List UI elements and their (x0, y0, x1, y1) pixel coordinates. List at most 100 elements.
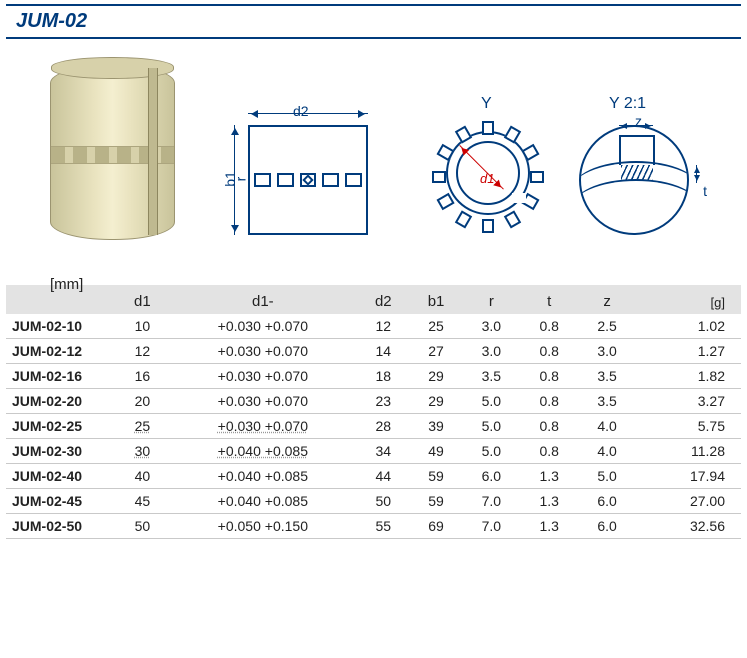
col-d1: d1 (116, 285, 169, 314)
cell-b1: 27 (410, 339, 463, 364)
cell-d1: 40 (116, 464, 169, 489)
cell-z: 4.0 (578, 414, 636, 439)
drawing-side-view: d2 b1 r (208, 85, 408, 265)
cell-d1: 45 (116, 489, 169, 514)
cell-weight: 17.94 (636, 464, 741, 489)
cell-d2: 18 (357, 364, 410, 389)
page-title: JUM-02 (16, 10, 731, 33)
cell-tol: +0.030 +0.070 (169, 314, 357, 339)
col-weight: [g] (636, 285, 741, 314)
cell-d1: 50 (116, 514, 169, 539)
cog-slit (512, 193, 526, 203)
cell-d1: 12 (116, 339, 169, 364)
product-render: [mm] (40, 55, 190, 265)
cell-weight: 1.82 (636, 364, 741, 389)
cell-z: 4.0 (578, 439, 636, 464)
table-row: JUM-02-5050+0.050 +0.15055697.01.36.032.… (6, 514, 741, 539)
cell-partno: JUM-02-50 (6, 514, 116, 539)
cell-t: 0.8 (520, 414, 578, 439)
table-row: JUM-02-1010+0.030 +0.07012253.00.82.51.0… (6, 314, 741, 339)
table-row: JUM-02-4040+0.040 +0.08544596.01.35.017.… (6, 464, 741, 489)
dim-d2-label: d2 (293, 103, 309, 119)
cell-weight: 3.27 (636, 389, 741, 414)
cell-b1: 49 (410, 439, 463, 464)
cell-d1: 16 (116, 364, 169, 389)
drawing-detail-view: Y 2:1 z t (569, 95, 709, 265)
cell-r: 5.0 (462, 439, 520, 464)
cell-t: 1.3 (520, 464, 578, 489)
title-bar: JUM-02 (6, 4, 741, 39)
cell-r: 3.5 (462, 364, 520, 389)
figure-row: [mm] d2 b1 r Y d1 Y 2:1 z (0, 49, 747, 271)
table-body: JUM-02-1010+0.030 +0.07012253.00.82.51.0… (6, 314, 741, 539)
cell-partno: JUM-02-20 (6, 389, 116, 414)
cell-b1: 25 (410, 314, 463, 339)
cell-b1: 59 (410, 464, 463, 489)
dim-d1-label: d1 (480, 171, 494, 186)
cell-d2: 55 (357, 514, 410, 539)
table-row: JUM-02-4545+0.040 +0.08550597.01.36.027.… (6, 489, 741, 514)
cell-tol: +0.030 +0.070 (169, 339, 357, 364)
cell-weight: 11.28 (636, 439, 741, 464)
section-Y-label: Y (481, 95, 492, 113)
cell-weight: 5.75 (636, 414, 741, 439)
cell-d1: 10 (116, 314, 169, 339)
cell-weight: 27.00 (636, 489, 741, 514)
cell-z: 3.0 (578, 339, 636, 364)
cell-z: 5.0 (578, 464, 636, 489)
dim-r-label: r (232, 177, 248, 182)
cell-weight: 1.02 (636, 314, 741, 339)
cell-r: 7.0 (462, 489, 520, 514)
cell-tol: +0.030 +0.070 (169, 389, 357, 414)
cell-b1: 69 (410, 514, 463, 539)
cell-weight: 1.27 (636, 339, 741, 364)
detail-arc-inner (579, 179, 689, 235)
cell-b1: 29 (410, 364, 463, 389)
table-row: JUM-02-1212+0.030 +0.07014273.00.83.01.2… (6, 339, 741, 364)
cell-r: 5.0 (462, 389, 520, 414)
cell-tol: +0.050 +0.150 (169, 514, 357, 539)
col-t: t (520, 285, 578, 314)
cell-partno: JUM-02-45 (6, 489, 116, 514)
cell-t: 0.8 (520, 364, 578, 389)
cell-d2: 12 (357, 314, 410, 339)
cell-d2: 14 (357, 339, 410, 364)
cell-d1: 20 (116, 389, 169, 414)
cell-tol: +0.030 +0.070 (169, 414, 357, 439)
cell-b1: 59 (410, 489, 463, 514)
drawing-top-view: Y d1 (426, 95, 551, 265)
detail-scale-label: Y 2:1 (609, 95, 646, 113)
cell-partno: JUM-02-12 (6, 339, 116, 364)
table-header: d1 d1- d2 b1 r t z [g] (6, 285, 741, 314)
table-row: JUM-02-2020+0.030 +0.07023295.00.83.53.2… (6, 389, 741, 414)
cell-t: 1.3 (520, 489, 578, 514)
cell-d2: 50 (357, 489, 410, 514)
cell-d1: 30 (116, 439, 169, 464)
cell-t: 1.3 (520, 514, 578, 539)
cell-partno: JUM-02-10 (6, 314, 116, 339)
cell-d2: 28 (357, 414, 410, 439)
unit-label: [mm] (50, 276, 83, 293)
cell-partno: JUM-02-25 (6, 414, 116, 439)
cell-z: 6.0 (578, 489, 636, 514)
spec-table: d1 d1- d2 b1 r t z [g] JUM-02-1010+0.030… (6, 285, 741, 539)
cell-partno: JUM-02-40 (6, 464, 116, 489)
cell-tol: +0.040 +0.085 (169, 439, 357, 464)
cell-r: 3.0 (462, 314, 520, 339)
cell-d2: 34 (357, 439, 410, 464)
col-b1: b1 (410, 285, 463, 314)
cell-weight: 32.56 (636, 514, 741, 539)
cog-sketch: d1 (438, 123, 538, 223)
bushing-slit (148, 68, 158, 235)
cell-t: 0.8 (520, 314, 578, 339)
cell-d2: 44 (357, 464, 410, 489)
cell-z: 3.5 (578, 364, 636, 389)
cell-z: 3.5 (578, 389, 636, 414)
cell-partno: JUM-02-30 (6, 439, 116, 464)
detail-hatch (621, 165, 653, 181)
cell-r: 5.0 (462, 414, 520, 439)
cell-z: 2.5 (578, 314, 636, 339)
cell-r: 7.0 (462, 514, 520, 539)
cell-b1: 39 (410, 414, 463, 439)
cell-r: 3.0 (462, 339, 520, 364)
